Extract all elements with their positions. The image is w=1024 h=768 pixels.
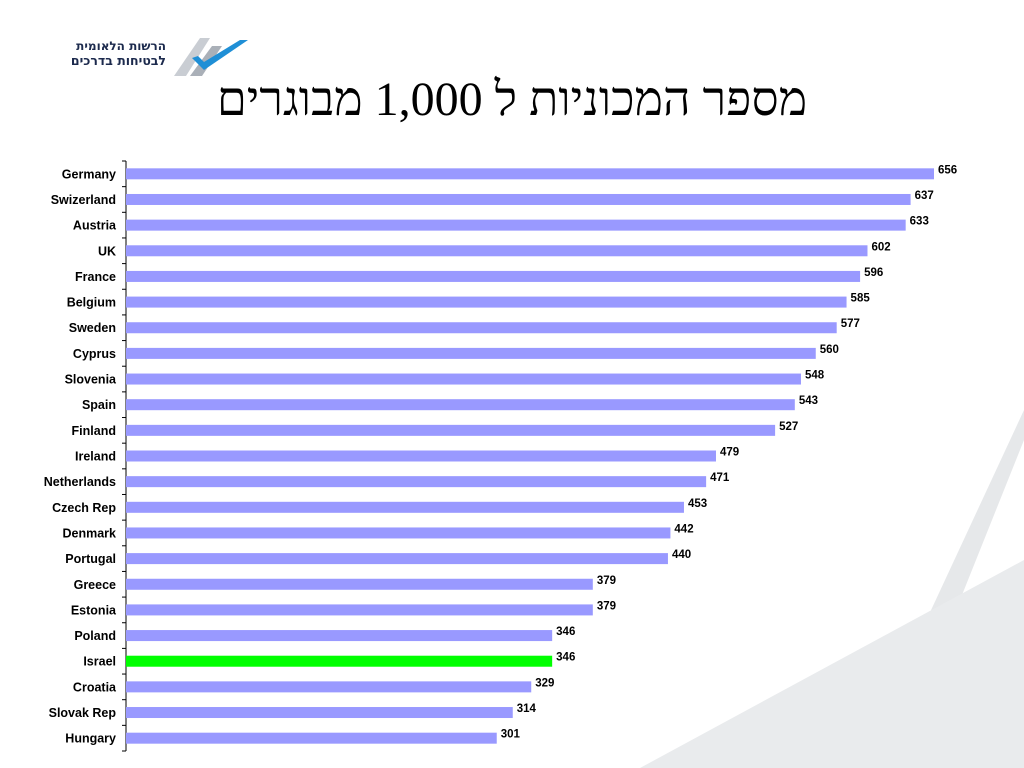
- value-labels: 656 637 633 602 596 585 577 560 548 543 527 479 471 4…: [501, 164, 957, 740]
- category-label-finland: Finland: [72, 424, 116, 438]
- value-label-germany: 656: [938, 164, 957, 176]
- bar-hungary: [126, 732, 497, 744]
- category-label-croatia: Croatia: [73, 680, 117, 694]
- category-label-greece: Greece: [74, 578, 116, 592]
- value-label-poland: 346: [556, 626, 575, 638]
- category-label-swizerland: Swizerland: [51, 193, 116, 207]
- value-label-sweden: 577: [841, 318, 860, 330]
- category-label-denmark: Denmark: [63, 526, 117, 540]
- bar-belgium: [126, 296, 847, 308]
- bar-germany: [126, 168, 934, 180]
- bar-spain: [126, 399, 795, 411]
- bar-israel: [126, 655, 553, 667]
- logo-text-line2: לבטיחות בדרכים: [70, 53, 166, 68]
- category-label-cyprus: Cyprus: [73, 347, 116, 361]
- bar-ireland: [126, 450, 716, 462]
- category-label-spain: Spain: [82, 398, 116, 412]
- value-label-belgium: 585: [851, 293, 871, 305]
- category-label-czech-rep: Czech Rep: [52, 501, 116, 515]
- category-label-netherlands: Netherlands: [44, 475, 116, 489]
- checkmark-logo-icon: [174, 38, 248, 76]
- bar-slovenia: [126, 373, 801, 385]
- slide-title: מספר המכוניות ל 1,000 מבוגרים: [216, 73, 808, 126]
- value-label-netherlands: 471: [710, 472, 730, 484]
- bar-netherlands: [126, 476, 707, 488]
- value-label-spain: 543: [799, 395, 818, 407]
- value-label-cyprus: 560: [820, 344, 839, 356]
- bar-estonia: [126, 604, 593, 616]
- bar-slovak-rep: [126, 707, 513, 719]
- category-label-france: France: [75, 270, 116, 284]
- bar-swizerland: [126, 193, 911, 205]
- bars-group: [126, 168, 934, 744]
- bar-cyprus: [126, 347, 816, 359]
- y-axis-ticks: [122, 160, 126, 752]
- category-label-poland: Poland: [74, 629, 116, 643]
- category-label-portugal: Portugal: [65, 552, 116, 566]
- bar-sweden: [126, 322, 837, 334]
- logo: הרשות הלאומית לבטיחות בדרכים: [36, 30, 250, 82]
- category-label-slovenia: Slovenia: [65, 373, 117, 387]
- category-label-germany: Germany: [62, 167, 116, 181]
- category-label-sweden: Sweden: [69, 321, 116, 335]
- value-label-slovenia: 548: [805, 370, 825, 382]
- value-label-austria: 633: [910, 216, 929, 228]
- value-label-ireland: 479: [720, 447, 739, 459]
- bar-croatia: [126, 681, 532, 693]
- bar-finland: [126, 424, 776, 436]
- bar-france: [126, 270, 861, 282]
- value-label-uk: 602: [871, 241, 890, 253]
- logo-text-line1: הרשות הלאומית: [76, 39, 166, 53]
- value-label-france: 596: [864, 267, 883, 279]
- bar-portugal: [126, 553, 668, 565]
- category-label-austria: Austria: [73, 219, 117, 233]
- value-label-swizerland: 637: [915, 190, 934, 202]
- bar-austria: [126, 219, 906, 231]
- bar-denmark: [126, 527, 671, 539]
- category-label-estonia: Estonia: [71, 603, 117, 617]
- value-label-czech-rep: 453: [688, 498, 707, 510]
- value-label-estonia: 379: [597, 600, 616, 612]
- bar-uk: [126, 245, 868, 257]
- category-label-belgium: Belgium: [67, 296, 116, 310]
- category-label-uk: UK: [98, 244, 116, 258]
- category-label-hungary: Hungary: [65, 732, 116, 746]
- value-label-slovak-rep: 314: [517, 703, 537, 715]
- value-label-finland: 527: [779, 421, 798, 433]
- value-label-greece: 379: [597, 575, 616, 587]
- category-labels: Germany Swizerland Austria UK France Belgium S…: [44, 167, 117, 745]
- bar-greece: [126, 578, 593, 590]
- value-label-denmark: 442: [674, 523, 693, 535]
- value-label-israel: 346: [556, 652, 575, 664]
- value-label-portugal: 440: [672, 549, 691, 561]
- category-label-israel: Israel: [83, 655, 116, 669]
- bar-poland: [126, 630, 553, 642]
- category-label-ireland: Ireland: [75, 450, 116, 464]
- decor-stripe-lower: [640, 560, 1024, 768]
- category-label-slovak-rep: Slovak Rep: [49, 706, 117, 720]
- value-label-hungary: 301: [501, 729, 521, 741]
- bar-czech-rep: [126, 501, 684, 513]
- value-label-croatia: 329: [535, 677, 554, 689]
